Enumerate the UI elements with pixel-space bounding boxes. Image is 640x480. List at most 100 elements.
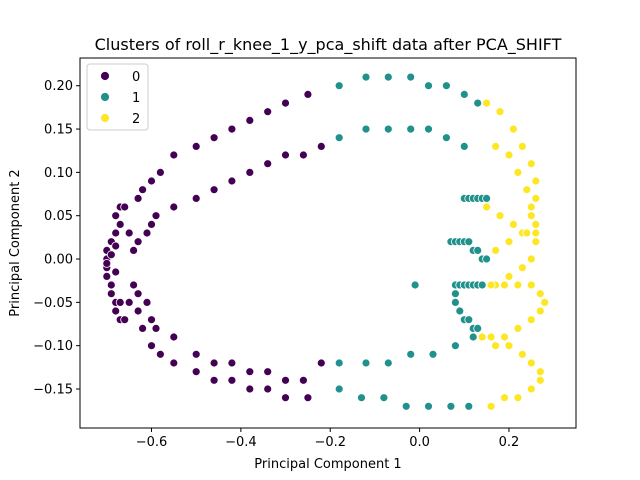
point-1-28	[464, 401, 474, 411]
point-1-18	[406, 349, 416, 359]
point-0-15	[120, 315, 130, 325]
point-2-25	[526, 280, 536, 290]
point-2-35	[504, 341, 514, 351]
point-0-41	[169, 358, 179, 368]
point-0-37	[155, 349, 165, 359]
point-1-2	[383, 72, 393, 82]
point-0-55	[245, 367, 255, 377]
point-1-55	[464, 315, 474, 325]
point-2-26	[535, 289, 545, 299]
point-1-39	[464, 237, 474, 247]
point-0-19	[129, 280, 139, 290]
point-2-43	[486, 401, 496, 411]
point-2-17	[531, 237, 541, 247]
point-0-39	[169, 332, 179, 342]
point-0-29	[138, 185, 148, 195]
point-2-48	[531, 228, 541, 238]
point-0-23	[133, 289, 143, 299]
point-0-74	[111, 267, 121, 277]
point-1-57	[473, 323, 483, 333]
point-2-41	[513, 393, 523, 403]
legend-marker-1	[100, 92, 110, 102]
point-1-50	[477, 280, 487, 290]
point-0-32	[151, 211, 161, 221]
point-0-59	[263, 367, 273, 377]
point-0-5	[106, 280, 116, 290]
point-0-21	[115, 219, 125, 229]
point-1-24	[379, 393, 389, 403]
point-2-46	[509, 219, 518, 229]
point-2-14	[522, 185, 532, 195]
point-0-26	[133, 306, 143, 316]
y-tick-label: −0.15	[33, 383, 73, 398]
y-tick-label: 0.00	[44, 253, 73, 268]
point-2-33	[477, 332, 487, 342]
point-1-34	[482, 193, 492, 203]
point-1-23	[357, 393, 366, 403]
point-0-54	[245, 167, 255, 177]
point-1-17	[383, 358, 393, 368]
point-2-34	[491, 341, 501, 351]
point-0-33	[151, 323, 161, 333]
point-1-3	[406, 72, 416, 82]
point-1-19	[428, 349, 438, 359]
point-0-34	[147, 176, 156, 186]
y-tick-label: 0.10	[44, 166, 73, 181]
point-0-50	[227, 176, 237, 186]
point-1-4	[424, 81, 433, 91]
point-0-44	[191, 141, 201, 151]
point-0-25	[142, 297, 152, 307]
point-2-0	[482, 98, 492, 108]
point-0-28	[138, 323, 148, 333]
point-0-35	[147, 341, 156, 351]
point-0-16	[124, 228, 134, 238]
point-2-44	[482, 202, 492, 212]
point-2-31	[500, 332, 509, 342]
point-1-43	[482, 254, 492, 264]
point-0-75	[111, 241, 121, 251]
y-axis: −0.15 −0.10 −0.05 0.00 0.05 0.10 0.15 0.20	[33, 79, 80, 398]
x-axis-label: Principal Component 1	[254, 457, 401, 472]
point-1-52	[450, 297, 460, 307]
series-1	[334, 72, 492, 411]
point-0-72	[102, 258, 112, 268]
legend-marker-2	[100, 113, 110, 123]
point-1-25	[401, 401, 411, 411]
y-tick-label: 0.20	[44, 79, 73, 94]
point-0-31	[147, 315, 156, 325]
point-2-45	[495, 211, 505, 221]
point-1-1	[361, 72, 371, 82]
point-0-48	[209, 133, 219, 143]
point-1-8	[334, 133, 344, 143]
point-0-49	[209, 375, 219, 385]
point-2-9	[504, 237, 514, 247]
legend: 0 1 2	[86, 63, 149, 131]
point-1-27	[446, 401, 456, 411]
legend-label-1: 1	[132, 91, 140, 106]
x-tick-label: 0.2	[499, 435, 520, 450]
point-2-19	[518, 263, 527, 273]
point-2-32	[486, 332, 496, 342]
x-axis: −0.6 −0.4 −0.2 0.0 0.2	[136, 428, 520, 450]
x-tick-label: −0.6	[136, 435, 168, 450]
point-0-38	[169, 202, 179, 212]
point-0-17	[124, 297, 134, 307]
point-2-29	[526, 315, 536, 325]
point-0-68	[303, 90, 313, 99]
point-0-30	[147, 219, 156, 229]
y-tick-label: 0.15	[44, 123, 73, 138]
point-0-0	[102, 271, 112, 281]
point-1-15	[334, 358, 344, 368]
point-2-30	[513, 323, 523, 333]
point-2-11	[491, 141, 501, 151]
point-2-1	[495, 107, 505, 117]
point-2-6	[531, 193, 541, 203]
point-2-4	[526, 159, 536, 169]
point-0-8	[111, 228, 121, 238]
point-0-43	[191, 349, 201, 359]
point-1-12	[424, 124, 433, 134]
legend-marker-0	[100, 71, 110, 81]
point-2-7	[526, 211, 536, 221]
point-0-7	[106, 289, 116, 299]
